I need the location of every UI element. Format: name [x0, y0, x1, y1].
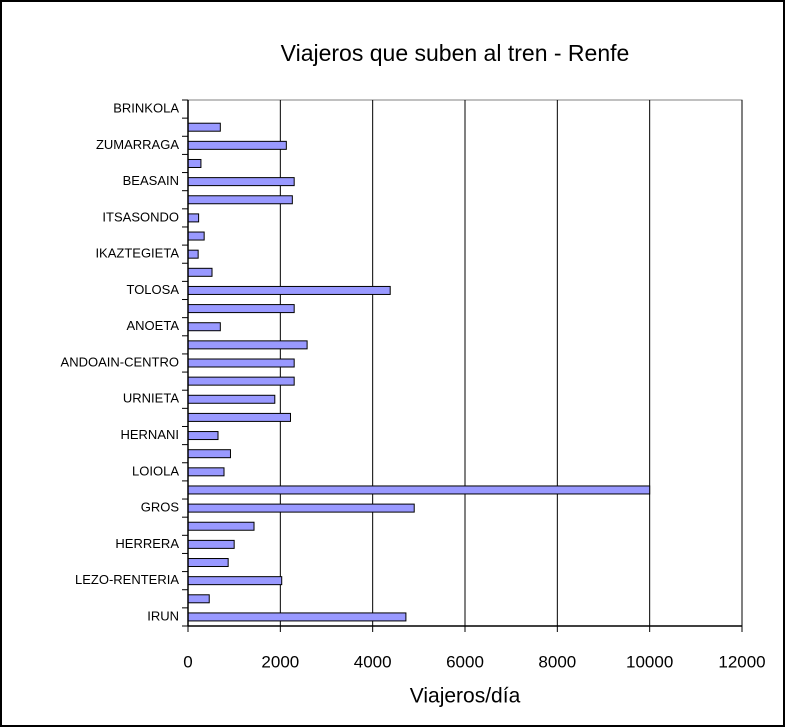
- bar: [187, 503, 415, 513]
- y-tick-label: GROS: [141, 500, 180, 515]
- bar: [187, 449, 231, 459]
- bar: [187, 249, 199, 259]
- y-tick-label: BEASAIN: [123, 173, 179, 188]
- bar: [187, 576, 283, 586]
- chart-title: Viajeros que suben al tren - Renfe: [281, 40, 630, 66]
- bar: [187, 213, 200, 223]
- y-tick-label: ITSASONDO: [102, 209, 179, 224]
- y-tick-label: IRUN: [147, 608, 179, 623]
- bar: [187, 177, 295, 187]
- x-axis-title: Viajeros/día: [410, 685, 521, 708]
- bar: [187, 558, 229, 568]
- x-tick-label: 8000: [538, 652, 576, 671]
- bar: [187, 304, 295, 314]
- bar: [187, 539, 235, 549]
- y-tick-label: URNIETA: [123, 391, 179, 406]
- x-tick-label: 4000: [354, 652, 392, 671]
- bar: [187, 376, 295, 386]
- y-tick-label: ANDOAIN-CENTRO: [61, 354, 179, 369]
- y-tick-label: IKAZTEGIETA: [95, 246, 179, 261]
- y-tick-label: HERRERA: [115, 536, 179, 551]
- bar: [187, 485, 651, 495]
- bar: [187, 358, 295, 368]
- bar: [187, 467, 225, 477]
- bar: [187, 267, 213, 277]
- bar: [187, 231, 205, 241]
- bar: [187, 122, 221, 132]
- bar: [187, 412, 291, 422]
- y-tick-label: LOIOLA: [132, 463, 179, 478]
- bar: [187, 195, 293, 205]
- y-tick-label: ANOETA: [127, 318, 180, 333]
- bar: [187, 431, 219, 441]
- bar: [187, 594, 210, 604]
- bar: [187, 394, 276, 404]
- bar: [187, 158, 202, 168]
- bar: [187, 340, 308, 350]
- x-tick-label: 12000: [718, 652, 765, 671]
- y-tick-label: BRINKOLA: [113, 101, 179, 116]
- bar: [187, 521, 255, 531]
- bar: [187, 285, 391, 295]
- y-tick-label: LEZO-RENTERIA: [75, 572, 179, 587]
- bar: [187, 140, 287, 150]
- x-tick-label: 0: [183, 652, 192, 671]
- x-tick-label: 10000: [626, 652, 673, 671]
- x-tick-label: 6000: [446, 652, 484, 671]
- y-tick-label: HERNANI: [120, 427, 179, 442]
- x-tick-label: 2000: [261, 652, 299, 671]
- bar: [187, 322, 221, 332]
- bar: [187, 612, 407, 622]
- y-tick-label: ZUMARRAGA: [96, 137, 179, 152]
- y-tick-label: TOLOSA: [126, 282, 179, 297]
